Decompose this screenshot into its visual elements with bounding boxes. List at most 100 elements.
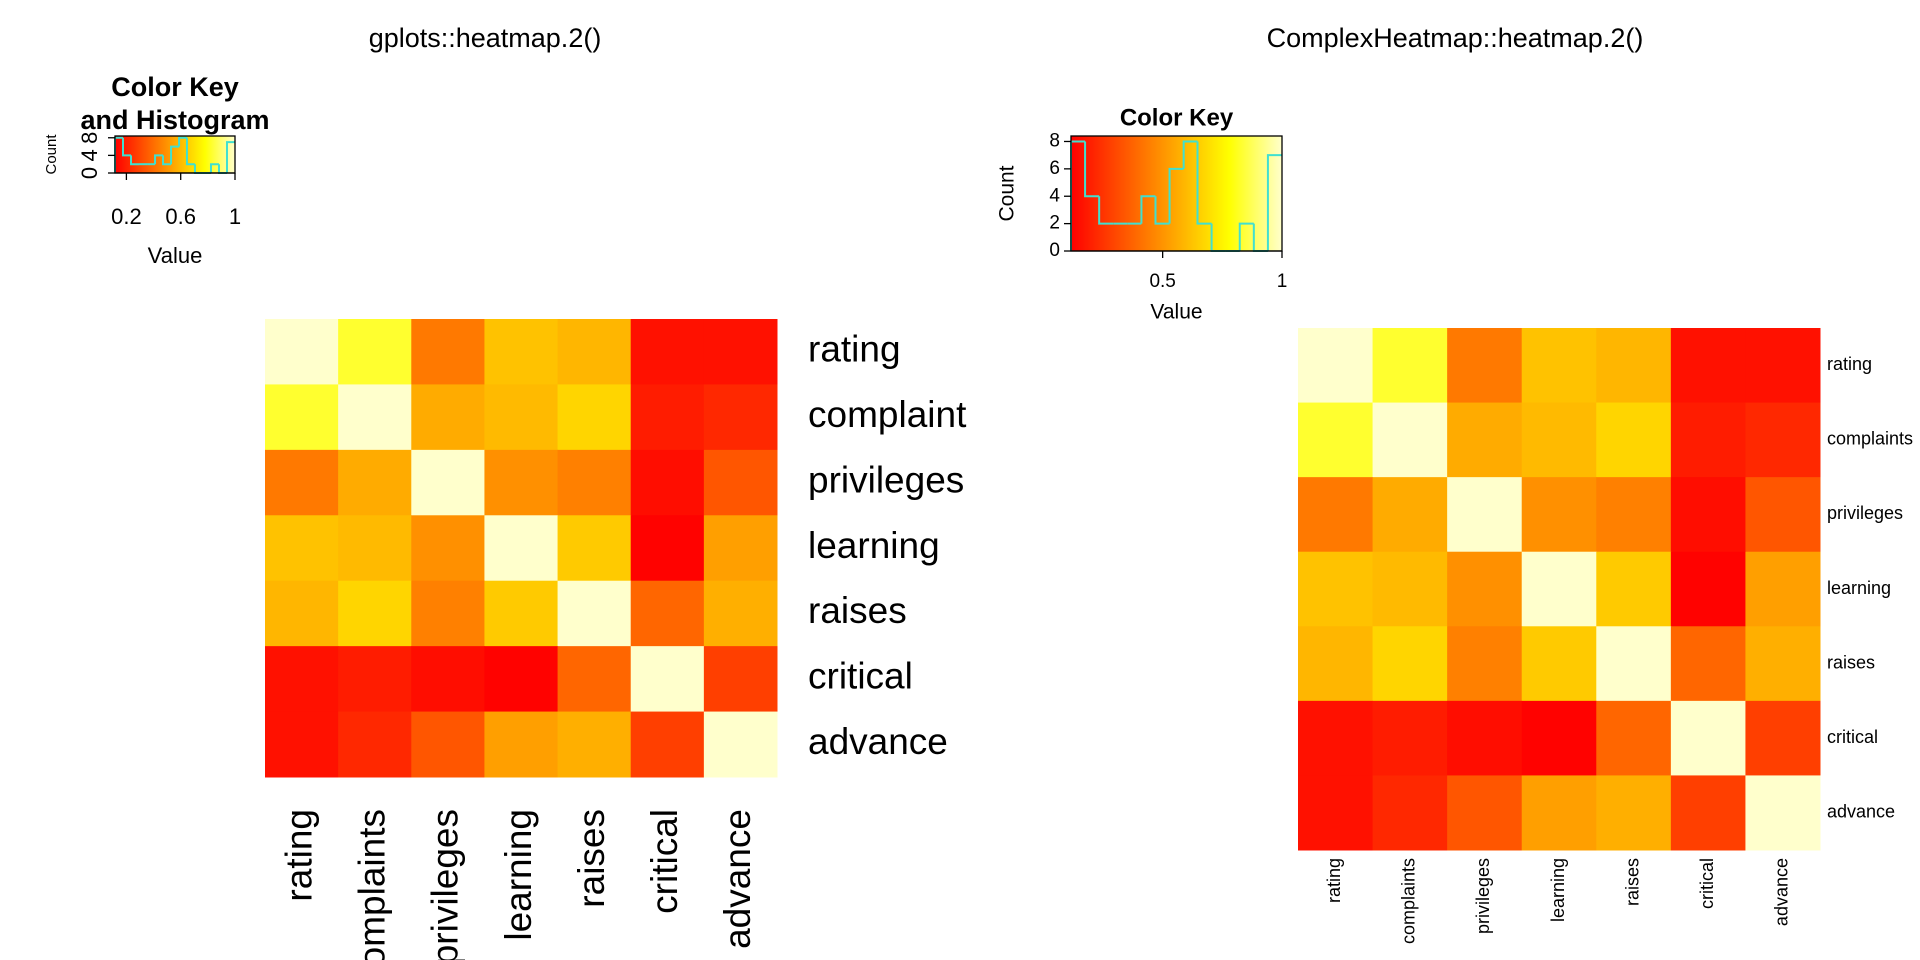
key-x-label: Value (148, 243, 203, 268)
histogram-step (1196, 141, 1212, 225)
heatmap-cell (1670, 402, 1746, 478)
key-title: and Histogram (80, 105, 269, 135)
chart-title: ComplexHeatmap::heatmap.2() (1267, 23, 1644, 53)
heatmap-cell (630, 449, 705, 516)
key-x-tick-label: 1 (1277, 271, 1288, 292)
row-label: critical (808, 656, 913, 697)
key-x-tick-label: 1 (229, 204, 241, 229)
histogram-step (162, 155, 172, 166)
key-x-tick-label: 0.2 (111, 204, 142, 229)
heatmap-cell (1447, 477, 1523, 553)
histogram-step (1140, 195, 1156, 224)
row-label: critical (1827, 727, 1878, 747)
histogram-step (1084, 141, 1100, 198)
heatmap-cell (1596, 328, 1672, 404)
heatmap-cell (338, 384, 412, 451)
row-label: learning (1827, 578, 1891, 598)
column-label: rating (278, 809, 319, 902)
heatmap-cell (1670, 551, 1746, 627)
histogram-step (225, 141, 235, 173)
heatmap-cell (411, 384, 485, 451)
heatmap-cell (1745, 775, 1821, 851)
key-y-label: Count (996, 165, 1019, 221)
heatmap-cell (1745, 402, 1821, 478)
column-label: raises (1622, 858, 1642, 906)
heatmap-cell (1372, 402, 1448, 478)
heatmap-cell (411, 515, 485, 582)
histogram-step (130, 155, 140, 166)
heatmap-cell (411, 646, 485, 713)
heatmap-cell (557, 319, 632, 385)
heatmap-cell (1521, 402, 1597, 478)
heatmap-cell (703, 711, 778, 778)
heatmap-cell (703, 515, 778, 582)
heatmap-cell (338, 515, 412, 582)
heatmap-cell (1745, 477, 1821, 553)
heatmap-cell (484, 711, 559, 778)
row-label: complaint (808, 394, 967, 435)
heatmap-cell (265, 646, 339, 713)
heatmap-cell (1521, 700, 1597, 776)
heatmap-cell (1298, 626, 1374, 702)
heatmap-cell (1596, 775, 1672, 851)
heatmap-cell (630, 711, 705, 778)
histogram-step (154, 154, 164, 165)
heatmap-cell (557, 646, 632, 713)
histogram-step (122, 137, 132, 157)
column-label: advance (717, 809, 758, 949)
heatmap-cell (630, 515, 705, 582)
heatmap-cell (630, 319, 705, 385)
heatmap-cell (1670, 700, 1746, 776)
key-y-tick-label: 4 (77, 149, 102, 161)
heatmap-cell (338, 711, 412, 778)
heatmap-cell (630, 384, 705, 451)
heatmap-cell (1298, 402, 1374, 478)
heatmap-cell (1521, 328, 1597, 404)
column-label: critical (644, 809, 685, 914)
heatmap-cell (1596, 402, 1672, 478)
histogram-step (170, 145, 180, 165)
heatmap-cell (1521, 626, 1597, 702)
heatmap-cell (1447, 402, 1523, 478)
heatmap-cell (1372, 328, 1448, 404)
heatmap-cell (557, 384, 632, 451)
heatmap-cell (1745, 551, 1821, 627)
key-title: Color Key (1120, 104, 1234, 131)
heatmap-cell (1670, 626, 1746, 702)
row-label: raises (1827, 652, 1875, 672)
row-label: privileges (808, 459, 964, 500)
heatmap-cell (265, 449, 339, 516)
row-label: raises (808, 590, 907, 631)
column-label: privileges (425, 809, 466, 960)
heatmap-cell (1298, 700, 1374, 776)
histogram-step (1238, 222, 1254, 251)
key-y-tick-label: 4 (1049, 185, 1060, 206)
column-label: rating (1324, 858, 1344, 903)
column-label: complaints (1399, 858, 1419, 944)
heatmap-cell (1298, 477, 1374, 553)
heatmap-cell (265, 580, 339, 647)
key-x-label: Value (1150, 301, 1202, 324)
heatmap-cell (1447, 775, 1523, 851)
heatmap-cell (265, 319, 339, 385)
heatmap-cell (484, 580, 559, 647)
heatmap-cell (703, 580, 778, 647)
heatmap-cell (1596, 477, 1672, 553)
heatmap-cell (1447, 551, 1523, 627)
heatmap-cell (1372, 477, 1448, 553)
heatmap-cell (411, 449, 485, 516)
heatmap-cell (703, 646, 778, 713)
heatmap-cell (338, 646, 412, 713)
heatmap-cell (557, 515, 632, 582)
heatmap-cell (1745, 700, 1821, 776)
column-label: advance (1771, 858, 1791, 926)
heatmap-cell (265, 711, 339, 778)
color-key (115, 136, 235, 173)
heatmap-cell (1745, 328, 1821, 404)
row-label: learning (808, 525, 940, 566)
key-y-tick-label: 8 (1049, 130, 1060, 151)
heatmap-cell (1596, 700, 1672, 776)
heatmap-cell (703, 384, 778, 451)
heatmap-cell (557, 580, 632, 647)
heatmap-cell (1670, 775, 1746, 851)
